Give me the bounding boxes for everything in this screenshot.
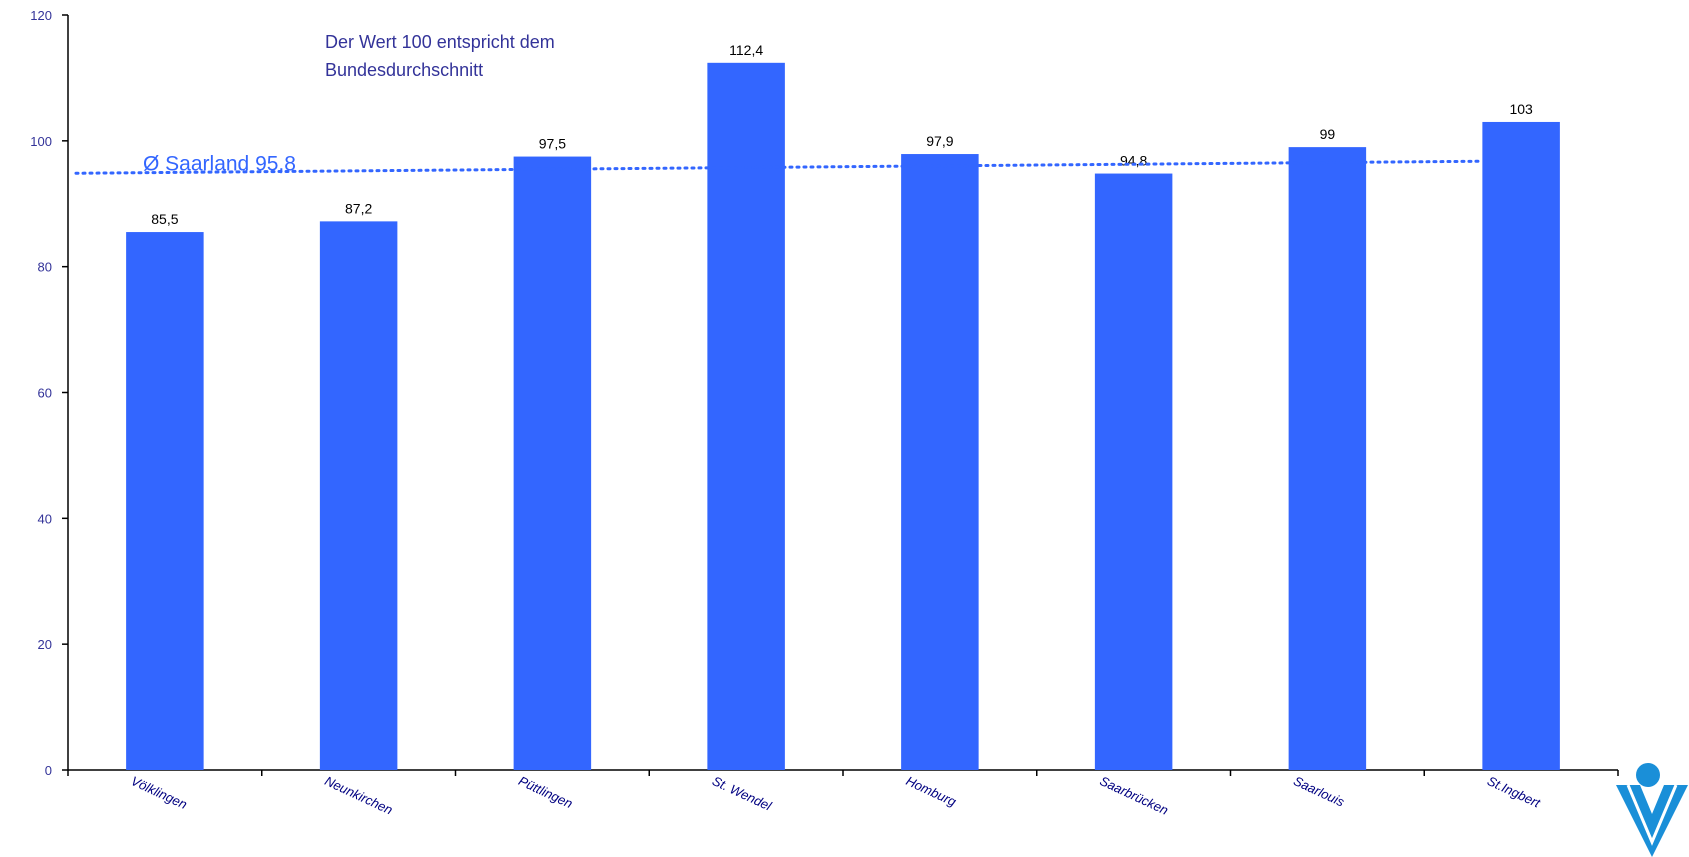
data-label: 112,4: [729, 42, 763, 58]
bar: [319, 221, 398, 770]
category-label: St.Ingbert: [1485, 773, 1544, 811]
annotation-line-1: Der Wert 100 entspricht dem: [325, 32, 555, 52]
bar: [1482, 121, 1560, 771]
bars: [126, 62, 1560, 771]
category-label: Saarlouis: [1291, 773, 1347, 810]
average-reference-line: [74, 159, 1480, 175]
category-labels: Völklingen Neunkirchen Püttlingen St. Wende…: [129, 773, 1544, 818]
category-label: Völklingen: [129, 773, 190, 812]
y-tick-label: 40: [38, 511, 52, 526]
bar: [901, 154, 979, 770]
data-labels: 85,5 87,2 97,5 112,4 97,9 94,8 99 103: [151, 42, 1533, 227]
logo-dot: [1636, 763, 1660, 787]
bar: [707, 62, 785, 771]
data-label: 97,9: [926, 133, 953, 149]
reference-line-group: Ø Saarland 95,8: [74, 152, 1480, 175]
annotation-note: Der Wert 100 entspricht dem Bundesdurchs…: [325, 32, 555, 80]
y-tick-label: 60: [38, 386, 52, 401]
category-label: St. Wendel: [710, 773, 775, 814]
data-label: 85,5: [151, 211, 178, 227]
data-label: 103: [1509, 101, 1533, 117]
category-label: Püttlingen: [516, 773, 575, 811]
bar: [1288, 147, 1367, 770]
annotation-line-2: Bundesdurchschnitt: [325, 60, 483, 80]
logo-v-shape: [1616, 785, 1688, 857]
data-label: 99: [1320, 126, 1336, 142]
category-label: Saarbrücken: [1097, 773, 1170, 818]
logo-icon: [1616, 763, 1688, 857]
data-label: 94,8: [1120, 153, 1147, 169]
y-tick-label: 100: [30, 134, 52, 149]
bar: [513, 156, 592, 770]
y-tick-label: 20: [38, 637, 52, 652]
data-label: 97,5: [539, 136, 566, 152]
category-label: Homburg: [904, 773, 959, 810]
category-label: Neunkirchen: [322, 773, 394, 817]
data-label: 87,2: [345, 200, 372, 216]
bar: [126, 232, 204, 770]
bar: [1094, 173, 1173, 771]
y-tick-label: 0: [45, 763, 52, 778]
y-axis: 0 20 40 60 80 100 120: [30, 8, 69, 778]
y-tick-label: 120: [30, 8, 52, 23]
y-tick-label: 80: [38, 260, 52, 275]
x-axis: [67, 769, 1619, 776]
logo-v-inner-line: [1626, 784, 1678, 846]
average-label: Ø Saarland 95,8: [143, 152, 296, 175]
